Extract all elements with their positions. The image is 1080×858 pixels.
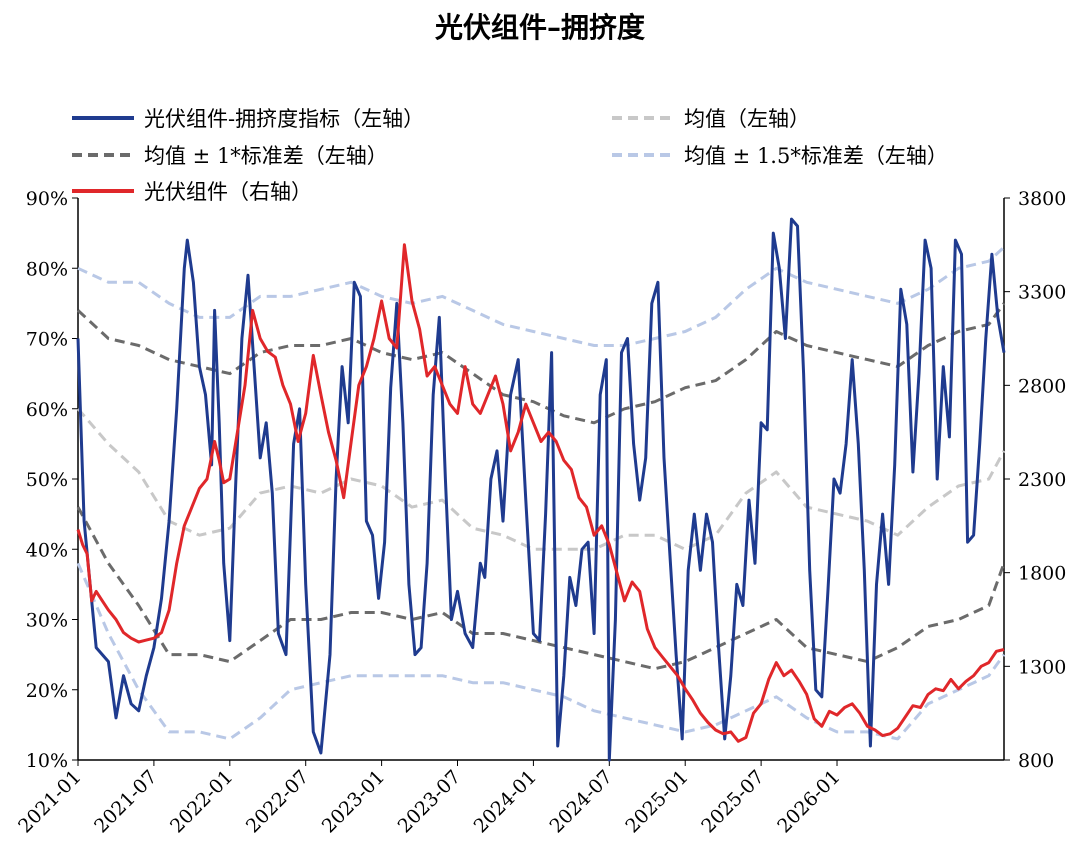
- legend-label-sd1: 均值 ± 1*标准差（左轴）: [144, 144, 388, 168]
- y-left-tick-label: 80%: [26, 258, 68, 280]
- x-tick-label: 2024-07: [545, 766, 616, 837]
- legend-label-crowd: 光伏组件-拥挤度指标（左轴）: [144, 107, 425, 131]
- legend-item-crowd: 光伏组件-拥挤度指标（左轴）: [72, 103, 424, 133]
- legend-label-mean: 均值（左轴）: [684, 107, 810, 131]
- x-tick-label: 2023-01: [318, 766, 389, 837]
- legend-label-price: 光伏组件（右轴）: [144, 180, 312, 204]
- legend-label-sd15: 均值 ± 1.5*标准差（左轴）: [684, 144, 948, 168]
- y-right-tick-label: 3300: [1018, 282, 1066, 304]
- x-tick-label: 2024-01: [470, 766, 541, 837]
- x-tick-label: 2022-07: [242, 766, 313, 837]
- legend-line-price: [72, 189, 134, 193]
- x-tick-label: 2026-01: [773, 766, 844, 837]
- legend-item-price: 光伏组件（右轴）: [72, 176, 312, 206]
- y-left-tick-label: 70%: [26, 329, 68, 351]
- legend-line-sd1: [72, 153, 134, 157]
- y-left-tick-label: 90%: [26, 188, 68, 210]
- y-right-tick-label: 3800: [1018, 188, 1066, 210]
- series-line-price: [76, 243, 1005, 743]
- x-tick-label: 2025-07: [697, 766, 768, 837]
- y-right-tick-label: 2800: [1018, 375, 1066, 397]
- y-left-tick-label: 30%: [26, 610, 68, 632]
- series-line-sd15-upper: [77, 246, 1006, 347]
- x-tick-label: 2021-01: [14, 766, 85, 837]
- legend-item-mean: 均值（左轴）: [612, 103, 810, 133]
- y-left-tick-label: 40%: [26, 539, 68, 561]
- y-right-tick-label: 800: [1018, 750, 1054, 772]
- series-line-crowd: [76, 217, 1006, 762]
- legend-line-mean: [612, 116, 674, 120]
- chart-title: 光伏组件–拥挤度: [434, 11, 645, 44]
- legend-line-sd15: [612, 153, 674, 157]
- x-tick-label: 2021-07: [90, 766, 161, 837]
- y-left-tick-label: 50%: [26, 469, 68, 491]
- legend-item-sd15: 均值 ± 1.5*标准差（左轴）: [612, 140, 948, 170]
- x-tick-label: 2023-07: [394, 766, 465, 837]
- x-tick-label: 2025-01: [621, 766, 692, 837]
- legend-line-crowd: [72, 116, 134, 120]
- y-left-tick-label: 20%: [26, 680, 68, 702]
- series-line-sd15-lower: [76, 562, 1006, 741]
- series-line-mean: [76, 407, 1006, 551]
- y-left-tick-label: 60%: [26, 399, 68, 421]
- series-line-sd1-lower: [76, 506, 1006, 671]
- x-tick-label: 2022-01: [166, 766, 237, 837]
- y-right-tick-label: 1300: [1018, 656, 1066, 678]
- legend-item-sd1: 均值 ± 1*标准差（左轴）: [72, 140, 388, 170]
- y-left-tick-label: 10%: [26, 750, 68, 772]
- y-right-tick-label: 2300: [1018, 469, 1066, 491]
- y-right-tick-label: 1800: [1018, 563, 1066, 585]
